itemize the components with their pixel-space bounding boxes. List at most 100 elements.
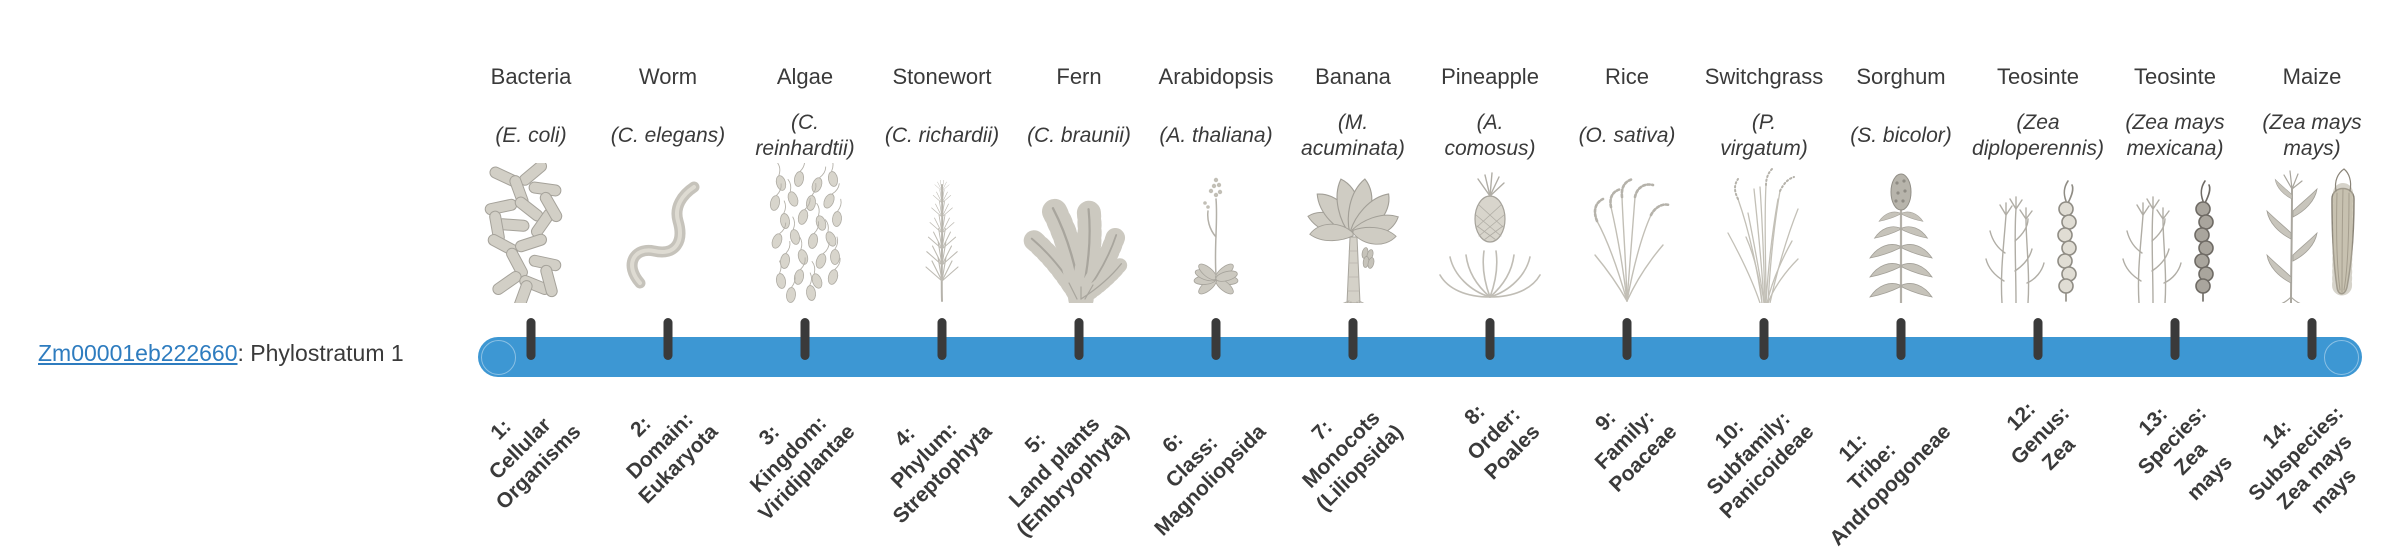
stratum-label: 3: Kingdom: Viridiplantae	[745, 411, 860, 526]
organism-name: Pineapple	[1441, 64, 1539, 89]
organism-column: Arabidopsis (A. thaliana) 6: Class: Magn…	[1148, 0, 1285, 541]
banana-illustration	[1293, 163, 1413, 303]
organism-image-wrapper	[600, 160, 737, 303]
organism-scientific-name: (A. comosus)	[1444, 110, 1536, 160]
organism-image-wrapper	[737, 160, 874, 303]
organism-column: Rice (O. sativa) 9: Family: Poaceae	[1559, 0, 1696, 520]
timeline-bar-right-cap	[2324, 340, 2359, 375]
timeline-tick	[1622, 318, 1632, 360]
organism-image-wrapper	[1011, 160, 1148, 303]
organism-image-wrapper	[463, 160, 600, 303]
organism-column: Pineapple (A. comosus) 8: Order: Poales	[1422, 0, 1559, 520]
organism-scientific-name: (C. reinhardtii)	[755, 110, 855, 160]
organism-image-wrapper	[1559, 160, 1696, 303]
timeline-tick	[1074, 318, 1084, 360]
timeline-tick	[1485, 318, 1495, 360]
organism-name: Teosinte	[1997, 64, 2079, 89]
organism-name: Arabidopsis	[1158, 64, 1274, 89]
timeline-tick	[2307, 318, 2317, 360]
stratum-label: 1: Cellular Organisms	[484, 413, 586, 515]
organism-scientific-name: (S. bicolor)	[1850, 123, 1952, 147]
stratum-label: 13: Species: Zea mays	[2133, 401, 2237, 506]
sorghum-illustration	[1841, 163, 1961, 303]
timeline-tick	[526, 318, 536, 360]
organism-column: Maize (Zea mays mays) 14: Subspecies: Ze…	[2244, 0, 2381, 520]
organism-scientific-name: (O. sativa)	[1578, 123, 1676, 147]
organism-name: Banana	[1315, 64, 1391, 89]
gene-phylostratum-text: : Phylostratum 1	[237, 340, 404, 366]
stonewort-illustration	[882, 163, 1002, 303]
organism-scientific-name: (E. coli)	[495, 123, 567, 147]
switchgrass-illustration	[1727, 168, 1799, 303]
organism-scientific-name: (Zea mays mays)	[2262, 110, 2362, 160]
timeline-tick	[1348, 318, 1358, 360]
organism-scientific-name: (C. richardii)	[884, 123, 1000, 147]
timeline-tick	[2170, 318, 2180, 360]
organism-icon	[632, 187, 694, 283]
timeline-bar-left-cap	[481, 340, 516, 375]
timeline-tick	[1211, 318, 1221, 360]
organism-icon	[1870, 174, 1932, 303]
organism-icon	[1593, 177, 1671, 303]
stratum-label: 2: Domain: Eukaryota	[621, 407, 723, 509]
organism-name: Switchgrass	[1704, 64, 1824, 89]
organism-image-wrapper	[1696, 160, 1833, 303]
organism-scientific-name: (A. thaliana)	[1159, 123, 1273, 147]
stratum-label: 8: Order: Poales	[1460, 400, 1545, 485]
organism-name: Worm	[638, 64, 698, 89]
organism-image-wrapper	[1970, 160, 2107, 303]
organism-column: Teosinte (Zea mays mexicana) 13: Species…	[2107, 0, 2244, 520]
timeline-tick	[1759, 318, 1769, 360]
organism-image-wrapper	[1833, 160, 1970, 303]
arabidopsis-illustration	[1156, 163, 1276, 303]
organism-icon	[2267, 169, 2354, 303]
organism-icon	[1305, 176, 1402, 303]
organism-name: Bacteria	[490, 64, 572, 89]
organism-name: Sorghum	[1856, 64, 1946, 89]
teosinte-mexicana-illustration	[2115, 163, 2235, 303]
timeline-tick	[2033, 318, 2043, 360]
organism-image-wrapper	[2107, 160, 2244, 303]
timeline-tick	[663, 318, 673, 360]
organism-scientific-name: (P. virgatum)	[1720, 110, 1808, 160]
organism-icon	[1727, 168, 1799, 303]
timeline-bar	[478, 337, 2362, 377]
organism-icon	[1439, 172, 1541, 298]
organism-icon	[2123, 181, 2213, 303]
phylostratum-timeline: Zm00001eb222660: Phylostratum 1 Bacteria…	[38, 0, 2400, 551]
organism-column: Stonewort (C. richardii) 4: Phylum: Stre…	[874, 0, 1011, 528]
timeline-tick	[937, 318, 947, 360]
bacteria-illustration	[471, 163, 591, 303]
organism-column: Switchgrass (P. virgatum) 10: Subfamily:…	[1696, 0, 1833, 523]
organism-column: Banana (M. acuminata) 7: Monocots (Lilio…	[1285, 0, 1422, 520]
organism-scientific-name: (M. acuminata)	[1301, 110, 1405, 160]
worm-illustration	[608, 163, 728, 303]
organism-image-wrapper	[1285, 160, 1422, 303]
stratum-label: 7: Monocots (Liliopsida)	[1297, 406, 1408, 516]
algae-illustration	[745, 163, 865, 303]
organism-scientific-name: (C. braunii)	[1027, 123, 1131, 147]
maize-illustration	[2252, 163, 2372, 303]
organism-name: Algae	[776, 64, 834, 89]
organism-image-wrapper	[1422, 160, 1559, 303]
organism-scientific-name: (Zea diploperennis)	[1972, 110, 2104, 160]
gene-id-link[interactable]: Zm00001eb222660	[38, 340, 238, 366]
organism-image-wrapper	[2244, 160, 2381, 303]
organism-icon	[484, 163, 564, 303]
timeline-tick	[800, 318, 810, 360]
organism-name: Rice	[1604, 64, 1649, 89]
organism-icon	[1194, 178, 1239, 297]
stratum-label: 12: Genus: Zea	[2002, 397, 2080, 476]
fern-illustration	[1019, 163, 1139, 303]
organism-scientific-name: (C. elegans)	[610, 123, 726, 147]
organism-icon	[1032, 208, 1133, 303]
teosinte-diploperennis-illustration	[1978, 163, 2098, 303]
stratum-label: 14: Subspecies: Zea mays mays	[2244, 401, 2361, 519]
gene-label: Zm00001eb222660: Phylostratum 1	[38, 340, 404, 367]
stratum-label: 9: Family: Poaceae	[1590, 405, 1682, 497]
timeline-tick	[1896, 318, 1906, 360]
organism-name: Stonewort	[892, 64, 992, 89]
organism-column: Algae (C. reinhardtii) 3: Kingdom: Virid…	[737, 0, 874, 526]
organism-column: Bacteria (E. coli) 1: Cellular Organisms	[463, 0, 600, 520]
organism-icon	[926, 180, 958, 301]
